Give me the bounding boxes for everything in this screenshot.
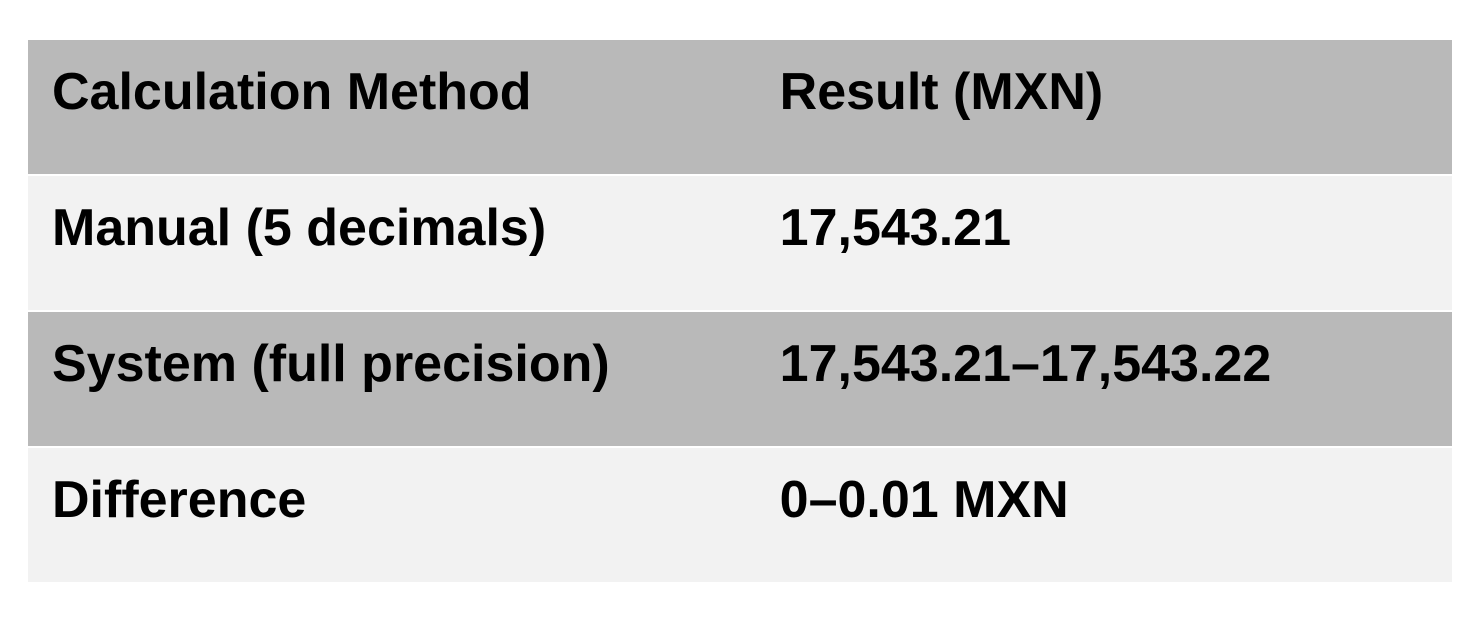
table-row-difference: Difference 0–0.01 MXN (28, 446, 1452, 582)
cell-method-difference: Difference (28, 446, 756, 582)
column-header-result-mxn: Result (MXN) (755, 40, 1452, 174)
cell-result-difference: 0–0.01 MXN (755, 446, 1452, 582)
cell-method-manual: Manual (5 decimals) (28, 174, 756, 310)
table-header-row: Calculation Method Result (MXN) (28, 40, 1452, 174)
cell-method-system: System (full precision) (28, 310, 756, 446)
cell-result-manual: 17,543.21 (755, 174, 1452, 310)
table-row-system: System (full precision) 17,543.21–17,543… (28, 310, 1452, 446)
calculation-comparison-table: Calculation Method Result (MXN) Manual (… (28, 40, 1452, 582)
cell-result-system: 17,543.21–17,543.22 (755, 310, 1452, 446)
column-header-calculation-method: Calculation Method (28, 40, 756, 174)
table-row-manual: Manual (5 decimals) 17,543.21 (28, 174, 1452, 310)
